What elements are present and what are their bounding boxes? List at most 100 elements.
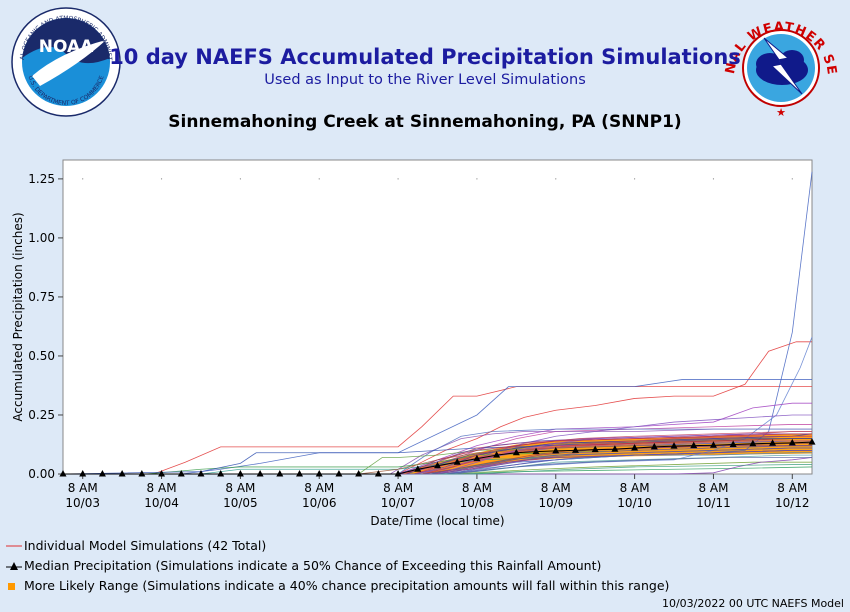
member-simulation-line [63, 341, 812, 475]
noaa-logo-text: NOAA [39, 37, 94, 57]
x-tick-date-label: 10/08 [460, 496, 495, 510]
x-axis-label: Date/Time (local time) [370, 514, 504, 528]
grid-dot [712, 178, 715, 180]
median-point [177, 470, 185, 477]
y-axis-label: Accumulated Precipitation (inches) [11, 212, 25, 421]
median-point [59, 470, 67, 477]
median-point [788, 438, 796, 446]
median-point [571, 446, 579, 453]
member-simulation-line [63, 433, 812, 475]
median-point [394, 470, 402, 477]
y-tick-label: 0.75 [28, 290, 55, 304]
member-simulation-line [63, 452, 812, 475]
grid-dot [160, 178, 163, 180]
x-tick-time-label: 8 AM [147, 481, 177, 495]
x-tick-date-label: 10/04 [144, 496, 179, 510]
x-tick-date-label: 10/10 [617, 496, 652, 510]
x-tick-date-label: 10/07 [381, 496, 416, 510]
median-point [749, 439, 757, 447]
median-point [98, 470, 106, 477]
page-subtitle: Used as Input to the River Level Simulat… [264, 72, 586, 88]
median-point [335, 470, 343, 477]
legend-individual: Individual Model Simulations (42 Total) [6, 538, 266, 553]
median-point [79, 470, 87, 477]
grid-dot [82, 178, 84, 180]
grid-dot [476, 178, 478, 180]
legend-individual-swatch [6, 540, 22, 552]
median-point [769, 439, 777, 446]
grid-dot [634, 178, 636, 180]
x-tick-date-label: 10/06 [302, 496, 337, 510]
legend-median: Median Precipitation (Simulations indica… [6, 558, 601, 573]
member-simulation-line [63, 435, 812, 475]
x-tick-time-label: 8 AM [541, 481, 571, 495]
x-tick-time-label: 8 AM [620, 481, 650, 495]
median-point [591, 445, 599, 453]
page-title: 10 day NAEFS Accumulated Precipitation S… [109, 45, 741, 69]
x-tick-date-label: 10/11 [696, 496, 731, 510]
median-point [138, 470, 146, 477]
median-point [118, 470, 126, 477]
median-point [808, 438, 816, 445]
member-simulation-line [63, 438, 812, 475]
x-tick-time-label: 8 AM [383, 481, 413, 495]
nws-logo: NATIONAL WEATHER SERVICE ★ [716, 0, 840, 124]
median-point [453, 458, 461, 465]
legend-range-swatch [6, 580, 22, 592]
x-tick-time-label: 8 AM [304, 481, 334, 495]
x-tick-date-label: 10/05 [223, 496, 258, 510]
station-name: Sinnemahoning Creek at Sinnemahoning, PA… [168, 112, 682, 132]
member-simulation-line [63, 457, 813, 475]
member-simulation-line [63, 386, 812, 475]
grid-dot [239, 178, 241, 180]
x-tick-date-label: 10/03 [65, 496, 100, 510]
median-point [197, 470, 205, 477]
legend-median-swatch [6, 560, 22, 572]
y-tick-label: 0.25 [28, 408, 55, 422]
noaa-logo: NOAA NATIONAL OCEANIC AND ATMOSPHERIC AD… [7, 1, 122, 122]
grid-dot [791, 178, 793, 180]
median-point [650, 442, 658, 450]
median-point [355, 470, 363, 477]
median-point [532, 447, 540, 455]
median-point [670, 442, 678, 449]
member-simulation-line [63, 433, 812, 475]
median-point [236, 470, 244, 477]
median-point [512, 448, 520, 456]
legend-range-label: More Likely Range (Simulations indicate … [24, 578, 670, 593]
legend-median-label: Median Precipitation (Simulations indica… [24, 558, 602, 573]
median-point [217, 470, 225, 477]
x-tick-time-label: 8 AM [777, 481, 807, 495]
median-point [473, 454, 481, 462]
median-point [315, 470, 323, 477]
y-tick-label: 1.25 [28, 172, 55, 186]
median-point [709, 441, 717, 448]
member-simulation-line [63, 447, 812, 475]
median-point [158, 470, 166, 477]
median-point [611, 445, 619, 452]
median-point [729, 440, 737, 447]
x-tick-date-label: 10/12 [775, 496, 810, 510]
median-point [493, 451, 501, 458]
median-point [690, 441, 698, 449]
grid-dot [555, 178, 557, 180]
median-point [256, 470, 264, 477]
grid-dot [397, 178, 399, 180]
median-point [296, 470, 304, 477]
x-tick-time-label: 8 AM [698, 481, 728, 495]
median-point [374, 470, 382, 477]
svg-text:★: ★ [776, 106, 786, 119]
x-tick-time-label: 8 AM [68, 481, 98, 495]
median-point [414, 465, 422, 472]
member-simulation-line [63, 449, 812, 475]
x-tick-time-label: 8 AM [225, 481, 255, 495]
y-tick-label: 0.50 [28, 349, 55, 363]
y-tick-label: 1.00 [28, 231, 55, 245]
x-tick-date-label: 10/09 [538, 496, 573, 510]
median-point [434, 461, 441, 469]
member-simulation-line [63, 464, 812, 475]
legend-range: More Likely Range (Simulations indicate … [6, 578, 669, 593]
grid-dot [318, 178, 320, 180]
member-simulation-line [63, 445, 812, 475]
